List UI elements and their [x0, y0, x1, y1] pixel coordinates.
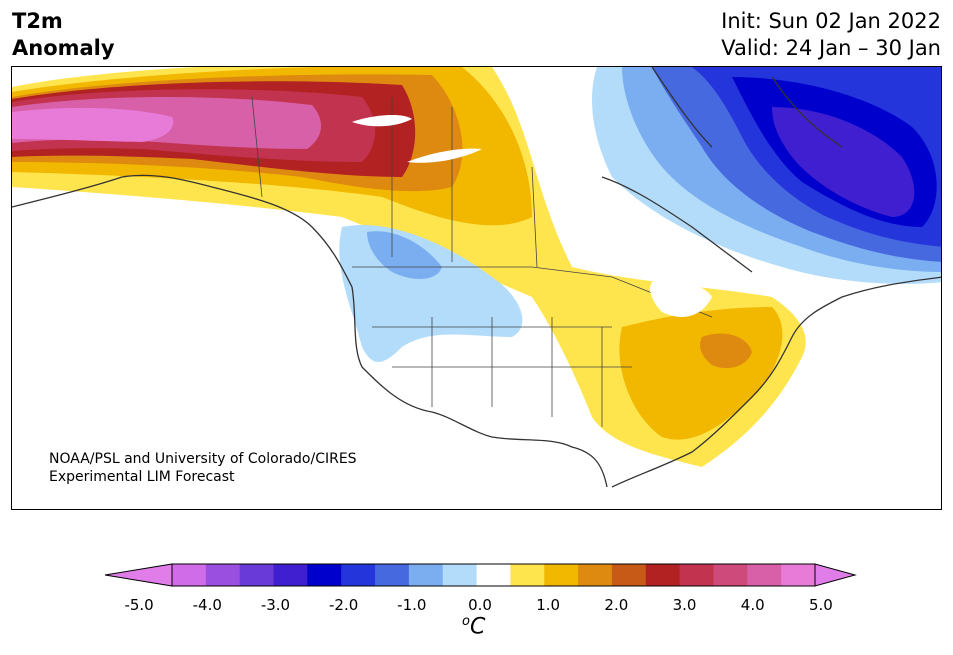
valid-date-label: Valid: 24 Jan – 30 Jan: [721, 36, 941, 60]
colorbar: -5.0 -4.0 -3.0 -2.0 -1.0 0.0 1.0 2.0 3.0 4.0 5.0: [104, 563, 857, 614]
attribution: NOAA/PSL and University of Colorado/CIRE…: [49, 450, 357, 486]
colorbar-cell: [747, 564, 782, 586]
colorbar-tick-label: 0.0: [468, 596, 492, 614]
colorbar-frame: [171, 563, 816, 587]
colorbar-tick-label: 1.0: [536, 596, 560, 614]
colorbar-cell: [679, 564, 714, 586]
colorbar-cell: [442, 564, 478, 586]
colorbar-under-extension: [104, 563, 173, 587]
colorbar-cell: [510, 564, 545, 586]
title-line-1: T2m: [12, 9, 63, 33]
colorbar-ticks: -5.0 -4.0 -3.0 -2.0 -1.0 0.0 1.0 2.0 3.0 4.0 5.0: [124, 596, 832, 614]
colorbar-cells: [104, 563, 857, 587]
colorbar-cell: [713, 564, 748, 586]
map-title: T2m Anomaly: [12, 8, 115, 62]
colorbar-cell: [578, 564, 613, 586]
cool-anomaly-violet: [772, 107, 915, 217]
colorbar-tick-label: 5.0: [809, 596, 833, 614]
colorbar-over-extension: [814, 563, 857, 587]
colorbar-cell: [544, 564, 579, 586]
colorbar-tick-label: -3.0: [261, 596, 290, 614]
init-date-label: Init: Sun 02 Jan 2022: [721, 9, 941, 33]
colorbar-tick-label: 4.0: [741, 596, 765, 614]
colorbar-unit-label: oC: [462, 614, 485, 639]
inland-lakes: [352, 115, 712, 317]
colorbar-cell: [408, 564, 444, 586]
colorbar-cell: [375, 564, 410, 586]
colorbar-tick-label: 3.0: [673, 596, 697, 614]
colorbar-tick-label: -2.0: [329, 596, 358, 614]
colorbar-cell: [476, 564, 511, 586]
attribution-line-2: Experimental LIM Forecast: [49, 469, 235, 485]
forecast-dates: Init: Sun 02 Jan 2022 Valid: 24 Jan – 30…: [721, 8, 941, 62]
coastlines: [12, 67, 941, 488]
colorbar-cell: [611, 564, 647, 586]
colorbar-tick-label: -1.0: [397, 596, 426, 614]
unit-superscript: o: [462, 614, 470, 629]
unit-symbol: C: [469, 614, 486, 640]
colorbar-cell: [341, 564, 376, 586]
colorbar-cell: [172, 564, 207, 586]
anomaly-map: [11, 66, 942, 510]
colorbar-cell: [273, 564, 308, 586]
colorbar-cell: [307, 564, 342, 586]
colorbar-cell: [239, 564, 275, 586]
warm-anomaly-magenta: [12, 107, 174, 142]
colorbar-tick-label: -5.0: [124, 596, 153, 614]
colorbar-cell: [645, 564, 681, 586]
colorbar-tick-label: 2.0: [604, 596, 628, 614]
attribution-line-1: NOAA/PSL and University of Colorado/CIRE…: [49, 451, 357, 467]
colorbar-cell: [205, 564, 241, 586]
map-canvas: [12, 67, 941, 509]
warm-anomaly-se-core: [700, 333, 752, 369]
title-line-2: Anomaly: [12, 36, 115, 60]
colorbar-cell: [781, 564, 816, 586]
colorbar-tick-label: -4.0: [193, 596, 222, 614]
